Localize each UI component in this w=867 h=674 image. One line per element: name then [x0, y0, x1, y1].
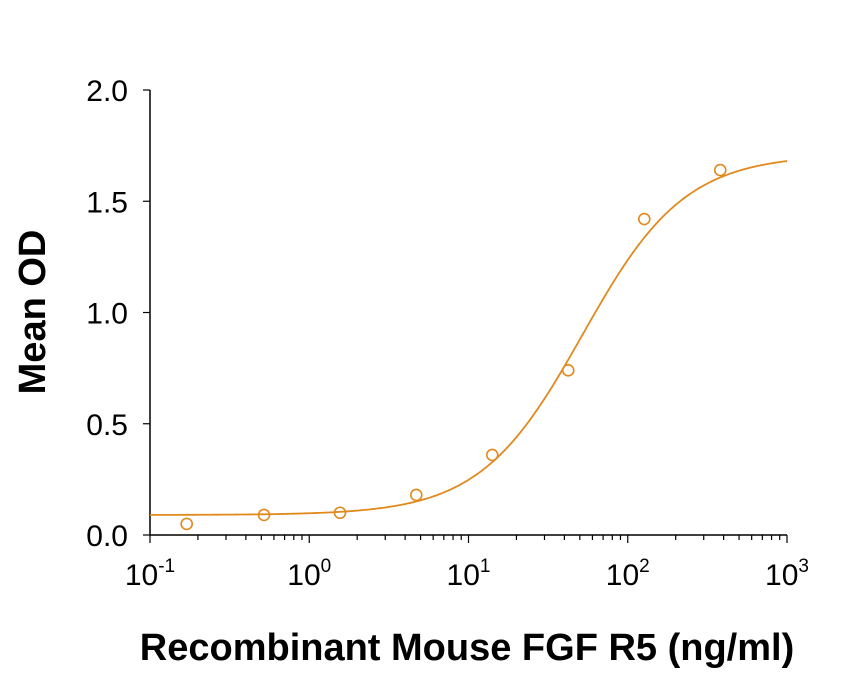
fit-curve	[149, 160, 788, 516]
axis-ticks	[143, 89, 788, 543]
y-tick-label: 1.5	[86, 186, 128, 219]
data-point	[713, 163, 727, 177]
data-point	[561, 364, 575, 377]
y-axis-title: Mean OD	[12, 230, 54, 395]
data-point	[485, 448, 499, 462]
y-tick-label: 0.5	[86, 409, 128, 442]
x-tick-label: 101	[447, 556, 491, 592]
data-point	[409, 488, 423, 502]
x-tick-label: 10-1	[125, 556, 175, 592]
x-axis-title: Recombinant Mouse FGF R5 (ng/ml)	[140, 627, 794, 669]
data-points-layer	[180, 163, 727, 531]
y-tick-label: 1.0	[86, 298, 128, 331]
x-tick-label: 103	[765, 556, 809, 592]
data-point	[333, 506, 347, 520]
y-tick-label: 0.0	[86, 520, 128, 553]
fit-curve-layer	[149, 160, 788, 516]
axis-tick-labels: 0.0 0.5 1.0 1.5 2.0 10-1 100 101 102 103	[86, 75, 809, 592]
x-tick-label: 102	[606, 556, 650, 592]
y-tick-label: 2.0	[86, 75, 128, 108]
data-point	[257, 508, 271, 522]
data-point	[637, 212, 651, 226]
axes	[149, 90, 787, 536]
x-tick-label: 100	[287, 556, 331, 592]
data-point	[180, 517, 193, 531]
